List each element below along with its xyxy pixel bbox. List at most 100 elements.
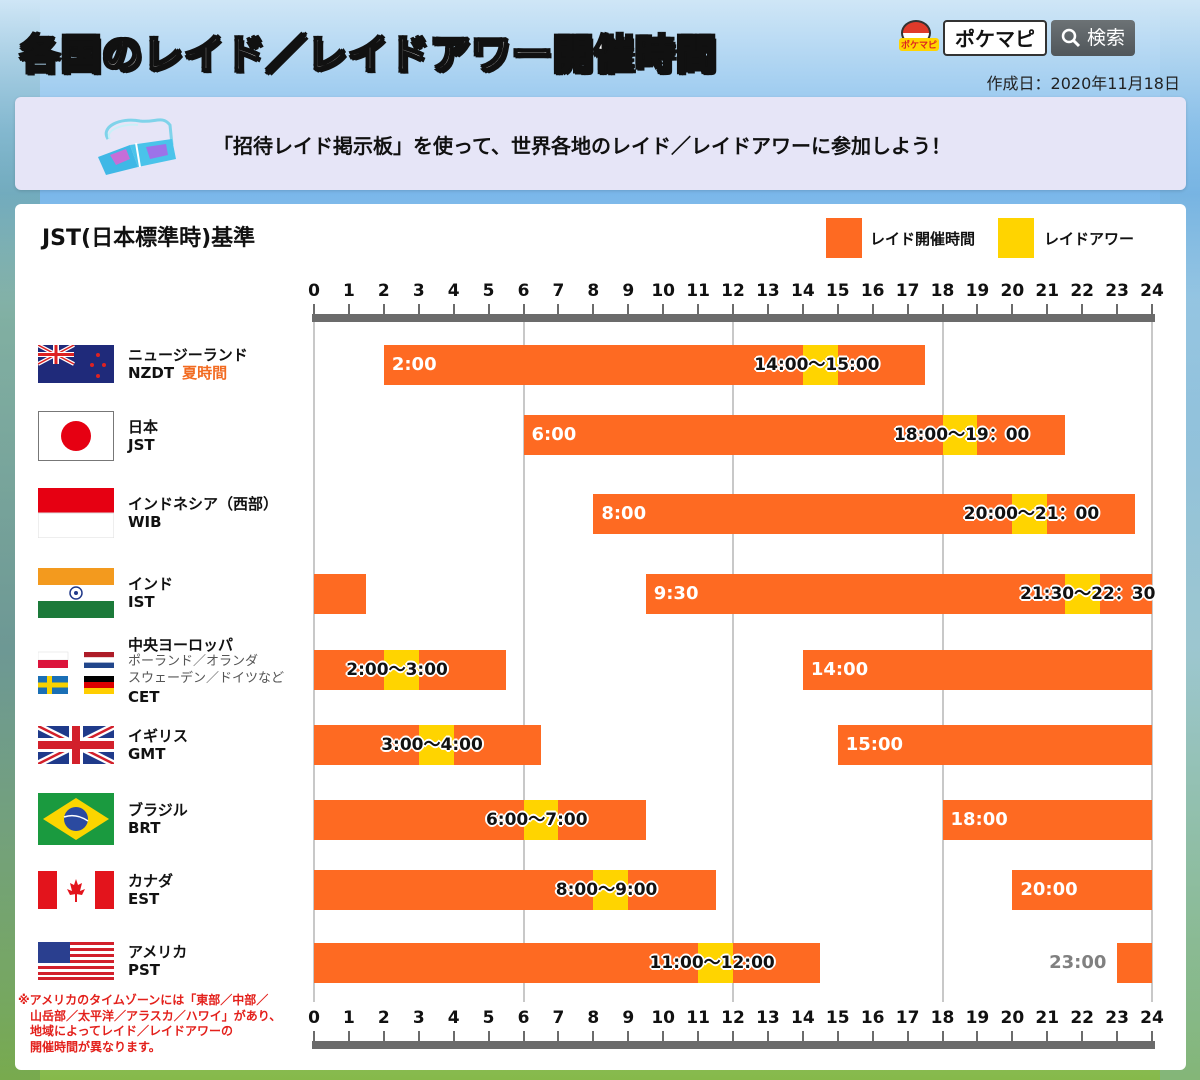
top-axis-tick-label: 16 <box>860 281 885 301</box>
search-button[interactable]: 検索 <box>1051 20 1136 56</box>
uk-flag-icon <box>38 726 114 764</box>
top-axis-tick-mark <box>1046 304 1049 316</box>
raid-start-label: 14:00 <box>810 659 869 680</box>
raid-time-bar <box>314 574 367 614</box>
top-axis-tick-mark <box>976 304 979 316</box>
bottom-axis-tick-label: 4 <box>447 1008 460 1028</box>
bottom-axis-tick-label: 2 <box>377 1008 390 1028</box>
raid-hour-bar <box>1012 494 1048 534</box>
top-axis-tick-label: 4 <box>447 281 460 301</box>
bottom-axis-tick-mark <box>662 1031 665 1043</box>
country-canada: カナダ EST <box>38 871 173 909</box>
bottom-axis-tick-label: 24 <box>1140 1008 1164 1028</box>
info-banner: 「招待レイド掲示板」を使って、世界各地のレイド／レイドアワーに参加しよう！ <box>15 97 1186 190</box>
legend-raid-hour: レイドアワー <box>998 218 1134 258</box>
brazil-flag-icon <box>38 793 114 845</box>
top-axis-line <box>312 314 1155 322</box>
top-axis-tick-label: 18 <box>930 281 955 301</box>
top-axis-tick-mark <box>313 304 315 316</box>
bottom-axis-tick-mark <box>347 1031 350 1043</box>
legend-swatch-raid-hour <box>998 218 1034 258</box>
top-axis-tick-mark <box>836 304 839 316</box>
bottom-axis-tick-label: 16 <box>860 1008 885 1028</box>
raid-hour-label: 6:00〜7:00 <box>485 810 588 830</box>
top-axis-tick-mark <box>382 304 385 316</box>
raid-start-label: 23:00 <box>1049 952 1107 973</box>
bottom-axis-tick-mark <box>871 1031 874 1043</box>
raid-start-label: 20:00 <box>1020 879 1078 900</box>
top-axis-tick-label: 7 <box>552 281 565 301</box>
raid-start-label: 15:00 <box>845 734 904 755</box>
top-axis-tick-label: 14 <box>790 281 815 301</box>
top-axis-tick-mark <box>1116 304 1119 316</box>
bottom-axis-tick-mark <box>766 1031 769 1043</box>
raid-hour-bar <box>523 800 559 840</box>
raid-hour-bar <box>418 725 454 765</box>
bottom-axis-tick-mark <box>557 1031 560 1043</box>
legend-swatch-raid <box>826 218 862 258</box>
legend-label-raid: レイド開催時間 <box>870 229 976 248</box>
top-axis-tick-mark <box>1011 304 1014 316</box>
top-axis-tick-label: 12 <box>721 281 745 301</box>
bottom-axis-tick-mark <box>592 1031 595 1043</box>
bottom-axis-tick-mark <box>801 1031 804 1043</box>
pokemapi-logo-icon[interactable]: ポケマピ <box>895 18 939 58</box>
bottom-axis-tick-label: 1 <box>342 1008 355 1028</box>
top-axis-tick-mark <box>592 304 595 316</box>
bottom-axis-tick-label: 18 <box>930 1008 955 1028</box>
raid-start-label: 18:00 <box>950 809 1008 830</box>
raid-time-bar <box>837 725 1152 765</box>
gridline <box>732 322 734 1002</box>
top-axis-tick-mark <box>1151 304 1153 316</box>
india-flag-icon <box>38 568 114 618</box>
raid-hour-bar <box>802 345 838 385</box>
country-india: インド IST <box>38 568 173 618</box>
top-axis-tick-label: 0 <box>308 281 320 301</box>
brand-header: ポケマピ ポケマピ 検索 <box>895 18 1136 58</box>
country-name: アメリカ <box>128 943 188 961</box>
created-date: 作成日：2020年11月18日 <box>986 74 1180 93</box>
top-axis-tick-label: 11 <box>686 281 710 301</box>
bottom-axis-tick-label: 11 <box>686 1008 710 1028</box>
country-indonesia: インドネシア（西部） WIB <box>38 488 278 538</box>
search-label: 検索 <box>1087 27 1126 49</box>
bottom-axis-tick-mark <box>906 1031 909 1043</box>
raid-pass-icon <box>98 118 176 175</box>
bottom-axis-tick-mark <box>1151 1031 1153 1043</box>
raid-time-bar <box>314 943 821 983</box>
top-axis-tick-mark <box>732 304 734 316</box>
timezone-code: WIB <box>128 513 162 531</box>
bottom-axis-tick-mark <box>1081 1031 1084 1043</box>
top-axis-tick-mark <box>801 304 804 316</box>
timezone-code: GMT <box>128 745 166 763</box>
top-axis-tick-label: 24 <box>1140 281 1164 301</box>
legend-raid: レイド開催時間 <box>826 218 975 258</box>
bottom-axis-tick-label: 6 <box>517 1008 530 1028</box>
top-axis-tick-label: 2 <box>377 281 390 301</box>
raid-hour-label: 2:00〜3:00 <box>346 660 448 680</box>
top-axis-tick-label: 19 <box>965 281 990 301</box>
bottom-axis-tick-label: 21 <box>1035 1008 1060 1028</box>
top-axis-tick-mark <box>766 304 769 316</box>
raid-hour-label: 11:00〜12:00 <box>649 953 775 973</box>
bottom-axis-tick-label: 7 <box>552 1008 565 1028</box>
top-axis-tick-label: 10 <box>651 281 675 301</box>
top-axis-tick-label: 20 <box>1000 281 1025 301</box>
bottom-axis-tick-mark <box>313 1031 315 1043</box>
timezone-code: CET <box>128 687 160 706</box>
bottom-axis-tick-mark <box>452 1031 455 1043</box>
bottom-axis-tick-label: 17 <box>895 1008 920 1028</box>
country-name: インドネシア（西部） <box>128 495 279 513</box>
top-axis-tick-mark <box>627 304 630 316</box>
bottom-axis-tick-label: 3 <box>412 1008 425 1028</box>
raid-time-bar <box>802 650 1152 690</box>
bottom-axis-line <box>312 1041 1155 1049</box>
raid-hour-bar <box>1064 574 1100 614</box>
top-axis-tick-label: 22 <box>1070 281 1094 301</box>
raid-time-bar <box>1117 943 1152 983</box>
brand-name-button[interactable]: ポケマピ <box>943 20 1047 56</box>
country-name: カナダ <box>128 872 174 890</box>
japan-flag-icon <box>38 411 114 461</box>
bottom-axis-tick-mark <box>976 1031 979 1043</box>
canada-flag-icon <box>38 871 114 909</box>
